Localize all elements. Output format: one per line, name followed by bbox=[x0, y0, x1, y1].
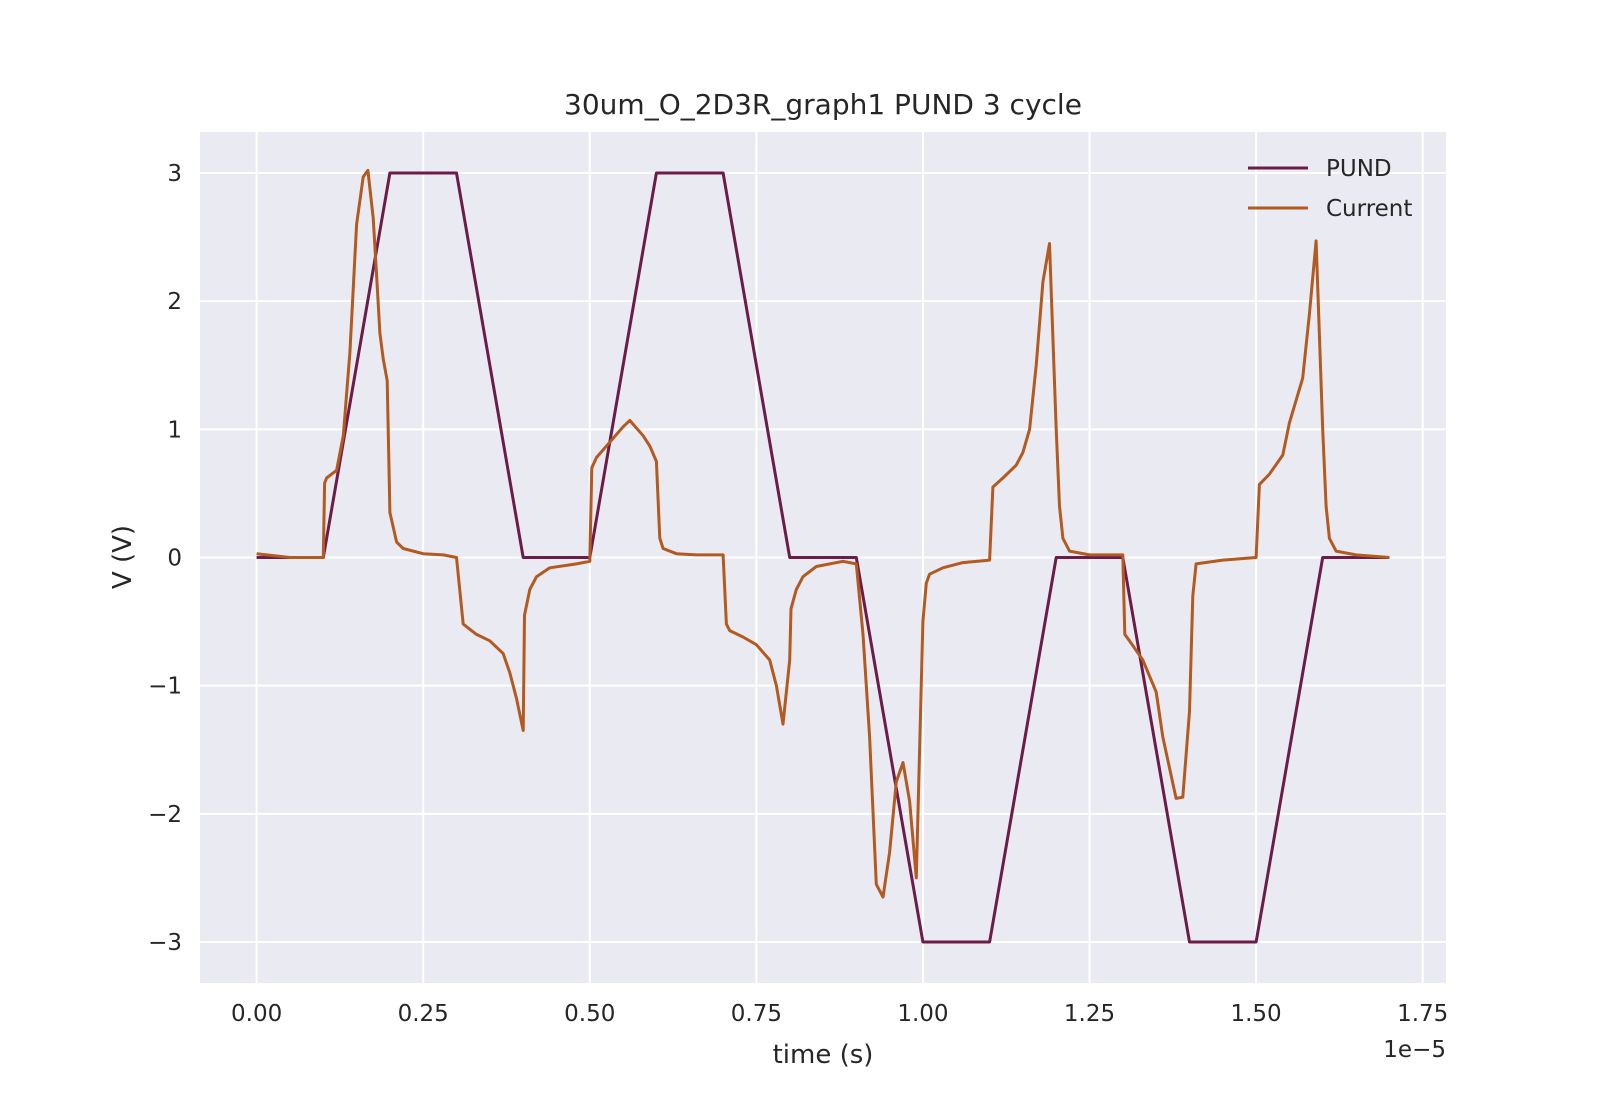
chart-title: 30um_O_2D3R_graph1 PUND 3 cycle bbox=[564, 88, 1082, 121]
legend-label-pund: PUND bbox=[1326, 156, 1392, 182]
x-tick-label: 1.50 bbox=[1230, 1001, 1281, 1027]
y-tick-label: −2 bbox=[148, 802, 182, 828]
y-tick-label: 2 bbox=[167, 289, 182, 315]
x-tick-label: 1.75 bbox=[1397, 1001, 1448, 1027]
grid-lines bbox=[200, 132, 1446, 983]
y-tick-label: −3 bbox=[148, 930, 182, 956]
x-tick-label: 0.75 bbox=[731, 1001, 782, 1027]
y-tick-labels: −3 −2 −1 0 1 2 3 bbox=[148, 161, 182, 956]
y-axis-label: V (V) bbox=[108, 525, 138, 589]
y-tick-label: −1 bbox=[148, 674, 182, 700]
series-line-pund bbox=[256, 171, 1390, 944]
x-tick-label: 1.25 bbox=[1064, 1001, 1115, 1027]
x-tick-label: 0.25 bbox=[398, 1001, 449, 1027]
x-axis-label: time (s) bbox=[773, 1040, 874, 1070]
series-line-current bbox=[256, 168, 1390, 899]
y-tick-label: 3 bbox=[167, 161, 182, 187]
x-tick-labels: 0.00 0.25 0.50 0.75 1.00 1.25 1.50 1.75 bbox=[231, 1001, 1448, 1027]
x-offset-label: 1e−5 bbox=[1383, 1037, 1446, 1063]
x-tick-label: 1.00 bbox=[897, 1001, 948, 1027]
series-lines bbox=[256, 168, 1390, 944]
x-tick-label: 0.50 bbox=[564, 1001, 615, 1027]
y-tick-label: 1 bbox=[167, 417, 182, 443]
legend-label-current: Current bbox=[1326, 196, 1412, 222]
x-tick-label: 0.00 bbox=[231, 1001, 282, 1027]
legend: PUND Current bbox=[1248, 156, 1412, 222]
y-tick-label: 0 bbox=[167, 546, 182, 572]
